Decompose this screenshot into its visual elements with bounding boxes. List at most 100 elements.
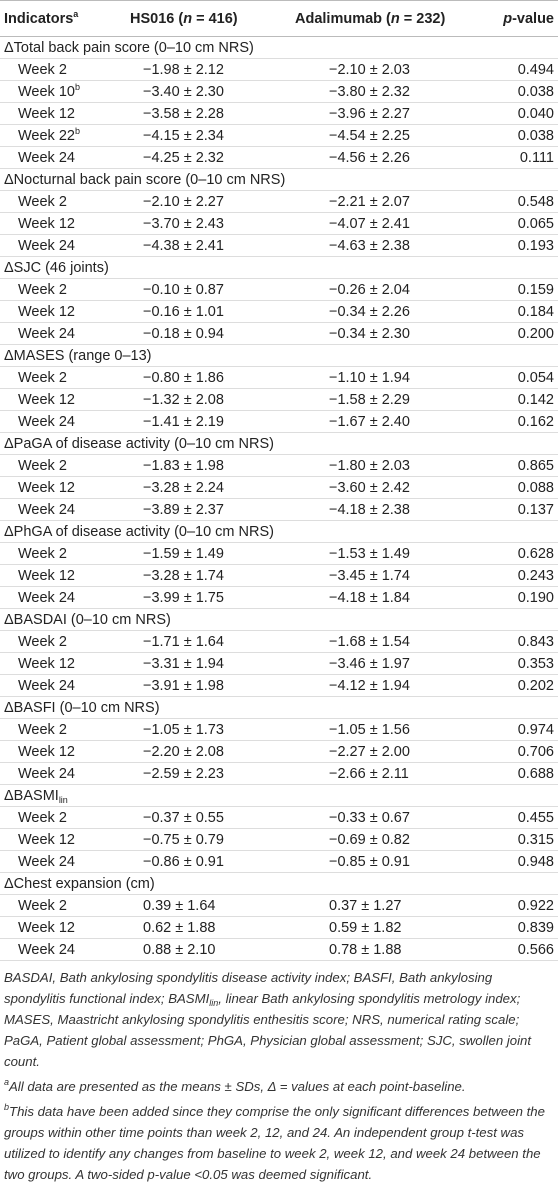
note-text: , linear Bath ankylosing spondylitis met… <box>4 991 532 1069</box>
column-header: p-value <box>475 0 558 37</box>
row-label: Week 2 <box>0 366 126 389</box>
label-text: Week 12 <box>18 105 75 122</box>
adalimumab-value: −1.05 ± 1.56 <box>291 718 475 741</box>
p-value: 0.315 <box>475 828 558 851</box>
group-row: ΔPaGA of disease activity (0–10 cm NRS) <box>0 432 558 455</box>
row-label: Week 2 <box>0 718 126 741</box>
group-text: ΔPhGA of disease activity (0–10 cm NRS) <box>4 523 274 540</box>
row-label: Week 24 <box>0 322 126 345</box>
row-label: Week 24 <box>0 234 126 257</box>
row-label: Week 12 <box>0 740 126 763</box>
adalimumab-value: −2.21 ± 2.07 <box>291 190 475 213</box>
p-value: 0.065 <box>475 212 558 235</box>
label-text: Week 12 <box>18 919 75 936</box>
row-label: Week 2 <box>0 454 126 477</box>
p-value: 0.038 <box>475 124 558 147</box>
label-text: Week 2 <box>18 809 67 826</box>
data-row: Week 12 −3.28 ± 2.24 −3.60 ± 2.42 0.088 <box>0 476 558 499</box>
adalimumab-value: −0.34 ± 2.30 <box>291 322 475 345</box>
hs016-value: −3.70 ± 2.43 <box>126 212 291 235</box>
group-title: ΔTotal back pain score (0–10 cm NRS) <box>0 36 558 59</box>
hs016-value: −3.28 ± 2.24 <box>126 476 291 499</box>
label-text: Week 12 <box>18 303 75 320</box>
results-table: Indicatorsa HS016 (n = 416) Adalimumab (… <box>0 0 558 961</box>
data-row: Week 2 −1.59 ± 1.49 −1.53 ± 1.49 0.628 <box>0 542 558 565</box>
footnote-a: aAll data are presented as the means ± S… <box>4 1076 554 1097</box>
hs016-value: −1.41 ± 2.19 <box>126 410 291 433</box>
label-text: Week 2 <box>18 633 67 650</box>
header-text: p <box>503 10 513 27</box>
data-row: Week 10b −3.40 ± 2.30 −3.80 ± 2.32 0.038 <box>0 80 558 103</box>
row-label: Week 24 <box>0 938 126 961</box>
adalimumab-value: −1.58 ± 2.29 <box>291 388 475 411</box>
label-text: Week 24 <box>18 501 75 518</box>
row-label: Week 12 <box>0 212 126 235</box>
label-text: Week 2 <box>18 281 67 298</box>
p-value: 0.193 <box>475 234 558 257</box>
note-text: BASDAI, Bath ankylosing spondylitis dise… <box>4 970 493 1006</box>
p-value: 0.688 <box>475 762 558 785</box>
label-text: Week 12 <box>18 743 75 760</box>
label-text: Week 24 <box>18 853 75 870</box>
hs016-value: −3.31 ± 1.94 <box>126 652 291 675</box>
subscript: lin <box>209 998 219 1008</box>
table-body: ΔTotal back pain score (0–10 cm NRS) Week… <box>0 36 558 961</box>
row-label: Week 12 <box>0 388 126 411</box>
row-label: Week 24 <box>0 410 126 433</box>
p-value: 0.162 <box>475 410 558 433</box>
column-header: Adalimumab (n = 232) <box>291 0 475 37</box>
row-label: Week 2 <box>0 278 126 301</box>
p-value: 0.839 <box>475 916 558 939</box>
hs016-value: −1.98 ± 2.12 <box>126 58 291 81</box>
data-row: Week 22b −4.15 ± 2.34 −4.54 ± 2.25 0.038 <box>0 124 558 147</box>
label-text: Week 12 <box>18 655 75 672</box>
p-value: 0.184 <box>475 300 558 323</box>
label-text: Week 2 <box>18 721 67 738</box>
hs016-value: −4.25 ± 2.32 <box>126 146 291 169</box>
p-value: 0.865 <box>475 454 558 477</box>
label-text: Week 2 <box>18 61 67 78</box>
group-text: ΔPaGA of disease activity (0–10 cm NRS) <box>4 435 274 452</box>
adalimumab-value: −4.63 ± 2.38 <box>291 234 475 257</box>
label-text: Week 12 <box>18 831 75 848</box>
row-label: Week 24 <box>0 586 126 609</box>
hs016-value: 0.88 ± 2.10 <box>126 938 291 961</box>
row-label: Week 24 <box>0 674 126 697</box>
hs016-value: −0.10 ± 0.87 <box>126 278 291 301</box>
adalimumab-value: −3.96 ± 2.27 <box>291 102 475 125</box>
header-text: HS016 ( <box>130 10 184 27</box>
adalimumab-value: −3.60 ± 2.42 <box>291 476 475 499</box>
label-text: Week 2 <box>18 457 67 474</box>
p-value: 0.040 <box>475 102 558 125</box>
label-text: Week 22 <box>18 127 75 144</box>
group-row: ΔChest expansion (cm) <box>0 872 558 895</box>
adalimumab-value: −1.67 ± 2.40 <box>291 410 475 433</box>
group-text: ΔChest expansion (cm) <box>4 875 155 892</box>
row-label: Week 12 <box>0 300 126 323</box>
label-text: Week 12 <box>18 479 75 496</box>
data-row: Week 12 −0.16 ± 1.01 −0.34 ± 2.26 0.184 <box>0 300 558 323</box>
p-value: 0.706 <box>475 740 558 763</box>
p-value: 0.200 <box>475 322 558 345</box>
hs016-value: −0.86 ± 0.91 <box>126 850 291 873</box>
data-row: Week 24 −0.86 ± 0.91 −0.85 ± 0.91 0.948 <box>0 850 558 873</box>
data-row: Week 24 −3.91 ± 1.98 −4.12 ± 1.94 0.202 <box>0 674 558 697</box>
group-title: ΔPaGA of disease activity (0–10 cm NRS) <box>0 432 558 455</box>
subscript: lin <box>58 794 68 805</box>
row-label: Week 2 <box>0 894 126 917</box>
row-label: Week 2 <box>0 806 126 829</box>
group-text: ΔBASFI (0–10 cm NRS) <box>4 699 160 716</box>
hs016-value: −3.58 ± 2.28 <box>126 102 291 125</box>
group-row: ΔBASDAI (0–10 cm NRS) <box>0 608 558 631</box>
group-title: ΔChest expansion (cm) <box>0 872 558 895</box>
column-header: Indicatorsa <box>0 0 126 37</box>
label-text: Week 24 <box>18 325 75 342</box>
group-row: ΔSJC (46 joints) <box>0 256 558 279</box>
p-value: 0.202 <box>475 674 558 697</box>
label-text: Week 24 <box>18 941 75 958</box>
adalimumab-value: −0.69 ± 0.82 <box>291 828 475 851</box>
row-label: Week 10b <box>0 80 126 103</box>
label-text: Week 2 <box>18 193 67 210</box>
hs016-value: −3.99 ± 1.75 <box>126 586 291 609</box>
row-label: Week 12 <box>0 564 126 587</box>
